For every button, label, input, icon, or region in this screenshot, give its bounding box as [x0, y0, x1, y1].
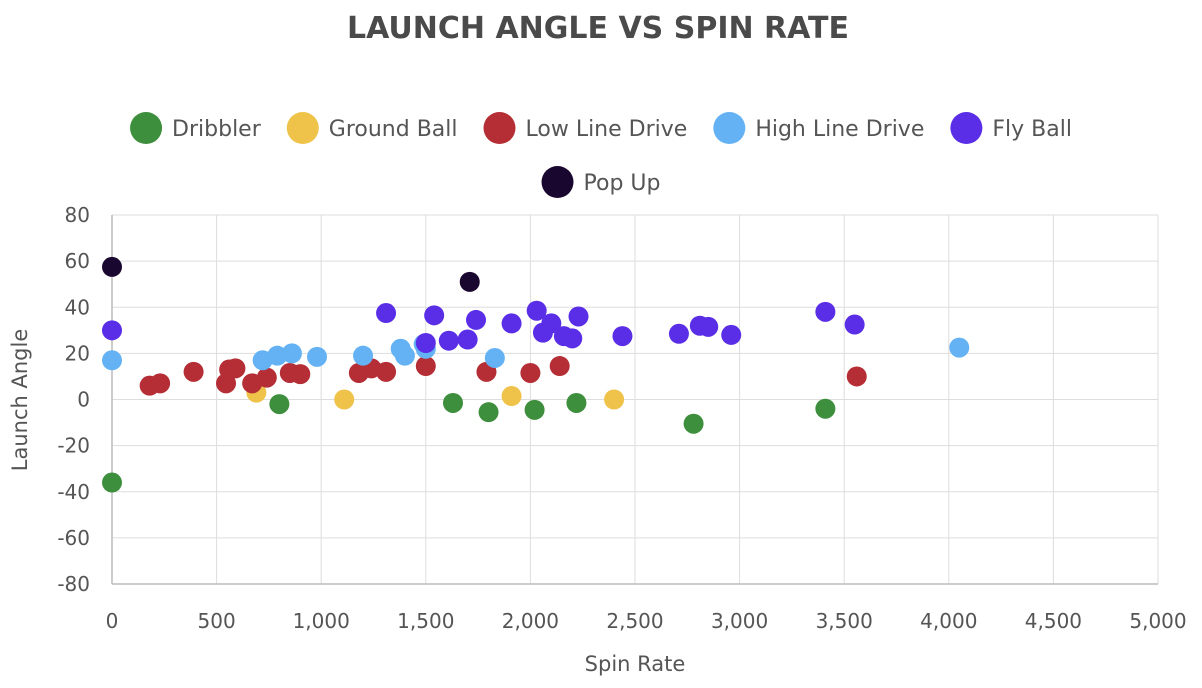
legend-item-ground-ball[interactable]: Ground Ball	[286, 112, 458, 144]
point-fly-ball	[415, 332, 436, 353]
data-points	[102, 256, 970, 493]
y-tick-label: -80	[57, 572, 90, 596]
y-tick-label: 40	[65, 295, 90, 319]
point-low-line-drive	[290, 364, 311, 385]
point-ground-ball	[604, 389, 625, 410]
legend-marker	[713, 112, 746, 144]
y-tick-label: -40	[57, 480, 90, 504]
y-tick-label: 0	[77, 388, 90, 412]
y-tick-label: -60	[57, 526, 90, 550]
point-dribbler	[566, 392, 587, 413]
x-tick-label: 500	[198, 609, 236, 633]
point-pop-up	[102, 256, 122, 277]
point-fly-ball	[438, 330, 459, 351]
point-fly-ball	[457, 329, 478, 350]
point-fly-ball	[568, 306, 589, 327]
point-low-line-drive	[256, 367, 277, 388]
point-dribbler	[478, 402, 499, 423]
point-high-line-drive	[307, 346, 328, 367]
point-fly-ball	[424, 305, 445, 326]
point-fly-ball	[466, 309, 487, 330]
point-high-line-drive	[353, 345, 374, 366]
point-ground-ball	[334, 389, 355, 410]
point-low-line-drive	[150, 373, 171, 394]
x-tick-label: 1,000	[293, 609, 350, 633]
y-tick-label: 80	[65, 203, 90, 227]
y-axis-title: Launch Angle	[8, 329, 32, 471]
point-fly-ball	[815, 301, 836, 322]
grid	[111, 214, 1159, 585]
legend-label: Ground Ball	[329, 117, 458, 142]
legend-marker	[483, 112, 516, 144]
point-fly-ball	[541, 313, 562, 334]
legend-marker	[541, 166, 574, 198]
y-tick-label: -20	[57, 434, 90, 458]
point-dribbler	[524, 399, 545, 420]
point-pop-up	[459, 271, 480, 292]
axes: 0 500 1,000 1,500 2,000 2,500 3,000 3,500 4,000 4…	[57, 203, 1186, 633]
x-tick-label: 0	[106, 609, 119, 633]
legend-item-dribbler[interactable]: Dribbler	[130, 112, 262, 144]
point-fly-ball	[501, 313, 522, 334]
legend-item-low-line-drive[interactable]: Low Line Drive	[483, 112, 688, 144]
point-low-line-drive	[520, 362, 541, 383]
x-tick-label: 3,000	[711, 609, 768, 633]
point-fly-ball	[668, 323, 689, 344]
point-low-line-drive	[846, 366, 867, 387]
point-high-line-drive	[949, 337, 970, 358]
point-high-line-drive	[281, 343, 302, 364]
point-fly-ball	[562, 328, 583, 349]
point-high-line-drive	[267, 345, 288, 366]
point-fly-ball	[526, 300, 547, 321]
point-low-line-drive	[415, 356, 436, 377]
legend-label: Pop Up	[584, 171, 661, 196]
x-tick-label: 3,500	[816, 609, 873, 633]
legend-label: High Line Drive	[755, 117, 924, 142]
point-low-line-drive	[183, 361, 204, 382]
x-tick-label: 2,000	[502, 609, 559, 633]
legend-item-pop-up[interactable]: Pop Up	[541, 166, 661, 198]
point-fly-ball	[844, 314, 865, 335]
point-dribbler	[102, 472, 122, 493]
legend-label: Dribbler	[172, 117, 262, 142]
point-high-line-drive	[394, 345, 415, 366]
point-fly-ball	[376, 303, 397, 324]
legend-marker	[950, 112, 983, 144]
x-tick-label: 4,000	[920, 609, 977, 633]
x-axis-title: Spin Rate	[585, 652, 686, 676]
point-dribbler	[442, 392, 463, 413]
legend-marker	[130, 112, 163, 144]
legend-marker	[286, 112, 319, 144]
point-low-line-drive	[376, 361, 397, 382]
chart-title: LAUNCH ANGLE VS SPIN RATE	[347, 11, 849, 46]
x-tick-label: 4,500	[1025, 609, 1082, 633]
legend-label: Fly Ball	[992, 117, 1072, 142]
point-fly-ball	[721, 324, 742, 345]
legend: Dribbler Ground Ball Low Line Drive High Li…	[130, 112, 1072, 198]
legend-label: Low Line Drive	[526, 117, 688, 142]
y-tick-label: 60	[65, 249, 90, 273]
point-low-line-drive	[225, 358, 246, 379]
point-ground-ball	[501, 386, 522, 407]
y-tick-label: 20	[65, 341, 90, 365]
point-low-line-drive	[549, 356, 570, 377]
point-dribbler	[269, 394, 290, 415]
point-high-line-drive	[484, 347, 505, 368]
point-fly-ball	[102, 320, 122, 341]
x-tick-label: 5,000	[1129, 609, 1186, 633]
point-fly-ball	[698, 316, 719, 337]
legend-item-fly-ball[interactable]: Fly Ball	[950, 112, 1072, 144]
legend-item-high-line-drive[interactable]: High Line Drive	[713, 112, 924, 144]
point-fly-ball	[612, 326, 633, 347]
point-dribbler	[683, 413, 704, 434]
point-dribbler	[815, 398, 836, 419]
point-high-line-drive	[102, 350, 122, 371]
x-tick-label: 1,500	[397, 609, 454, 633]
x-tick-label: 2,500	[606, 609, 663, 633]
